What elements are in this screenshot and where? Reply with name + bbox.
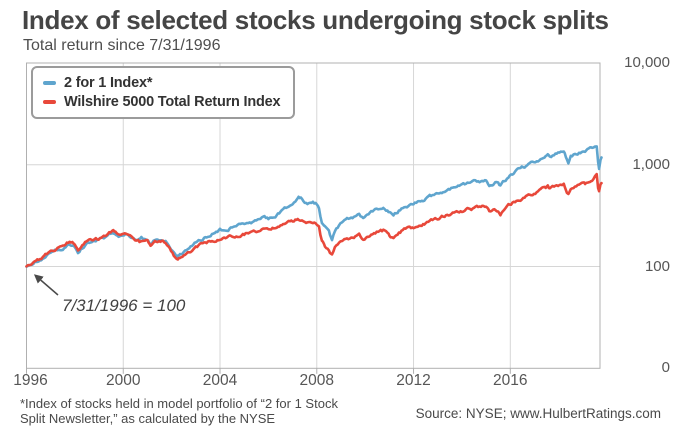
y-tick-label: 1,000 [632,155,670,173]
legend-label: 2 for 1 Index* [64,74,153,91]
page-subtitle: Total return since 7/31/1996 [23,37,221,54]
source-credit: Source: NYSE; www.HulbertRatings.com [415,406,661,421]
x-tick-label: 1996 [13,372,48,389]
x-tick-label: 2016 [493,372,528,389]
x-tick-label: 2000 [106,372,141,389]
series-lines [25,145,603,268]
legend-label: Wilshire 5000 Total Return Index [64,93,281,110]
series-line-wilshire [25,172,603,268]
page-title: Index of selected stocks undergoing stoc… [22,5,609,35]
base-value-annotation: 7/31/1996 = 100 [62,296,186,315]
legend-swatch-blue [43,80,56,85]
footnote: *Index of stocks held in model portfolio… [20,396,338,426]
y-tick-label: 10,000 [624,54,670,71]
legend-item-2for1: 2 for 1 Index* [43,73,280,92]
footnote-line-1: *Index of stocks held in model portfolio… [20,396,338,411]
x-tick-label: 2004 [202,372,238,389]
legend-item-wilshire: Wilshire 5000 Total Return Index [43,92,281,111]
plot-border [26,62,601,369]
legend-swatch-red [43,99,56,104]
annotation-arrow [33,274,59,296]
y-tick-label: 0 [661,359,670,377]
series-line-2for1 [25,145,603,268]
y-tick-label: 100 [644,257,670,275]
x-tick-label: 2008 [299,372,335,389]
footnote-line-2: Split Newsletter,” as calculated by the … [20,411,276,426]
legend: 2 for 1 Index* Wilshire 5000 Total Retur… [31,66,296,119]
x-tick-label: 2012 [396,372,431,389]
